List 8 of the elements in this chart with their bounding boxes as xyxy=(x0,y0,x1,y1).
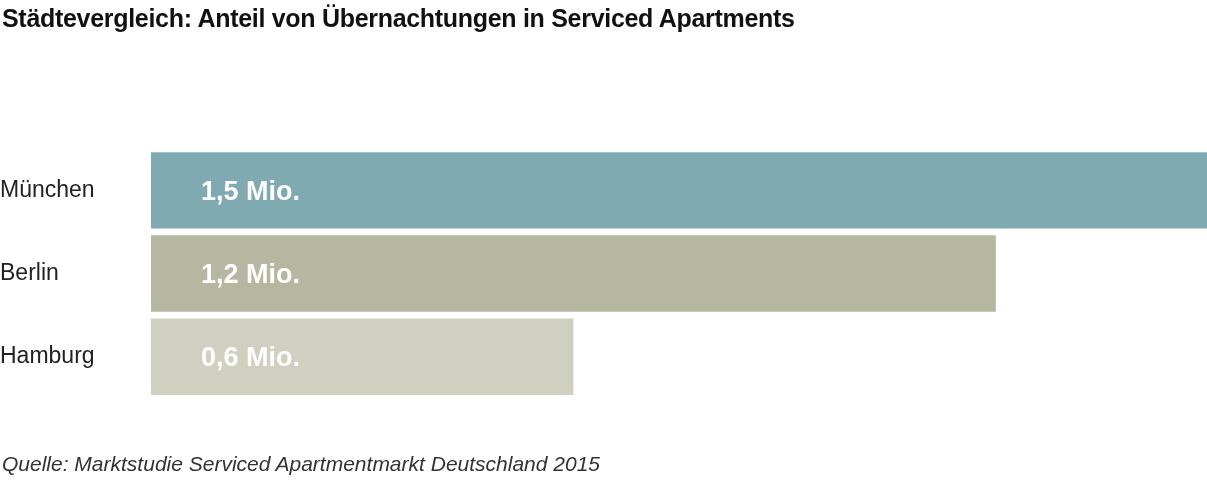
data-label: 1,5 Mio. xyxy=(201,175,301,206)
data-label: 0,6 Mio. xyxy=(201,342,301,373)
chart-title: Städtevergleich: Anteil von Übernachtungen in Serviced Apartments xyxy=(2,4,795,33)
source-note: Quelle: Marktstudie Serviced Apartmentmarkt Deutschland 2015 xyxy=(2,452,601,476)
data-label: 1,2 Mio. xyxy=(201,258,301,289)
y-tick-label: Hamburg xyxy=(0,341,95,368)
y-tick-label: Berlin xyxy=(0,258,59,285)
y-tick-label: München xyxy=(0,175,95,202)
